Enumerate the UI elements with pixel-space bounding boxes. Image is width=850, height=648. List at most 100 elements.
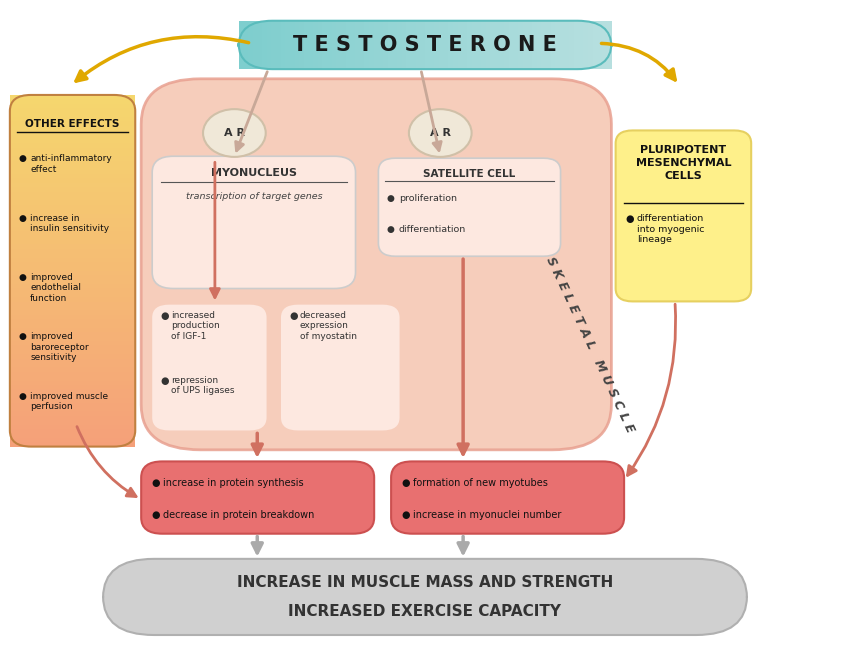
Bar — [10, 310, 135, 316]
Bar — [10, 284, 135, 289]
Bar — [429, 21, 435, 69]
Bar — [551, 21, 556, 69]
Bar — [10, 297, 135, 302]
Bar — [10, 152, 135, 157]
Bar — [476, 21, 482, 69]
Text: SATELLITE CELL: SATELLITE CELL — [423, 168, 516, 178]
Text: differentiation: differentiation — [399, 226, 466, 235]
Text: ●: ● — [290, 311, 298, 321]
Bar — [10, 434, 135, 439]
Bar — [541, 21, 547, 69]
Bar — [10, 341, 135, 346]
Bar — [10, 394, 135, 399]
Bar — [10, 271, 135, 276]
Bar — [472, 21, 477, 69]
Bar — [365, 21, 370, 69]
Bar — [10, 359, 135, 364]
Bar — [262, 21, 268, 69]
Bar — [588, 21, 593, 69]
Bar — [303, 21, 309, 69]
Bar — [10, 227, 135, 232]
Bar — [327, 21, 332, 69]
Text: improved muscle
perfusion: improved muscle perfusion — [31, 392, 108, 411]
Bar — [485, 21, 491, 69]
Bar — [10, 231, 135, 237]
Bar — [10, 323, 135, 329]
Bar — [280, 21, 286, 69]
FancyBboxPatch shape — [281, 305, 400, 430]
Bar — [286, 21, 291, 69]
Text: ●: ● — [387, 226, 394, 235]
Bar — [10, 143, 135, 148]
Text: ●: ● — [19, 392, 26, 400]
Bar — [397, 21, 403, 69]
Bar — [10, 244, 135, 249]
Text: INCREASED EXERCISE CAPACITY: INCREASED EXERCISE CAPACITY — [288, 604, 562, 619]
Bar — [369, 21, 375, 69]
Bar — [299, 21, 304, 69]
Bar — [10, 266, 135, 272]
Bar — [523, 21, 529, 69]
Bar — [10, 367, 135, 373]
Bar — [10, 293, 135, 298]
Text: ●: ● — [161, 311, 169, 321]
Bar — [10, 148, 135, 153]
Bar — [10, 380, 135, 386]
Bar — [10, 319, 135, 324]
Text: ●: ● — [19, 154, 26, 163]
Bar — [10, 236, 135, 240]
Bar — [355, 21, 360, 69]
Text: ●: ● — [401, 510, 410, 520]
Bar — [10, 279, 135, 284]
Bar — [337, 21, 342, 69]
Text: ●: ● — [151, 478, 160, 487]
Bar — [579, 21, 584, 69]
FancyBboxPatch shape — [391, 461, 624, 534]
Bar — [518, 21, 524, 69]
Bar — [10, 429, 135, 434]
Bar — [10, 416, 135, 421]
Bar — [10, 104, 135, 109]
Bar — [243, 21, 249, 69]
Bar — [10, 328, 135, 333]
Bar — [295, 21, 300, 69]
Bar — [570, 21, 575, 69]
Text: formation of new myotubes: formation of new myotubes — [413, 478, 548, 487]
Bar — [457, 21, 463, 69]
Circle shape — [203, 109, 266, 157]
Bar — [444, 21, 449, 69]
Bar — [271, 21, 277, 69]
Bar — [10, 196, 135, 201]
Bar — [10, 275, 135, 280]
Text: decreased
expression
of myostatin: decreased expression of myostatin — [299, 311, 357, 341]
Bar — [509, 21, 514, 69]
Bar — [439, 21, 445, 69]
Bar — [346, 21, 351, 69]
Bar — [532, 21, 538, 69]
Text: OTHER EFFECTS: OTHER EFFECTS — [26, 119, 120, 130]
Bar — [10, 192, 135, 197]
Bar — [592, 21, 598, 69]
Bar — [10, 253, 135, 258]
Bar — [10, 240, 135, 245]
Bar — [10, 402, 135, 408]
Text: improved
endothelial
function: improved endothelial function — [31, 273, 82, 303]
Bar — [10, 376, 135, 381]
Bar — [267, 21, 272, 69]
Bar — [10, 385, 135, 390]
Bar — [10, 117, 135, 122]
Bar — [10, 121, 135, 126]
Bar — [10, 337, 135, 341]
Bar — [10, 424, 135, 430]
Bar — [10, 363, 135, 368]
Bar — [10, 165, 135, 170]
Bar — [10, 178, 135, 183]
Bar — [481, 21, 486, 69]
Bar — [462, 21, 468, 69]
Bar — [10, 135, 135, 139]
Bar — [10, 99, 135, 104]
Bar — [10, 200, 135, 205]
Bar — [10, 218, 135, 223]
FancyBboxPatch shape — [152, 156, 355, 288]
Text: ●: ● — [19, 332, 26, 341]
